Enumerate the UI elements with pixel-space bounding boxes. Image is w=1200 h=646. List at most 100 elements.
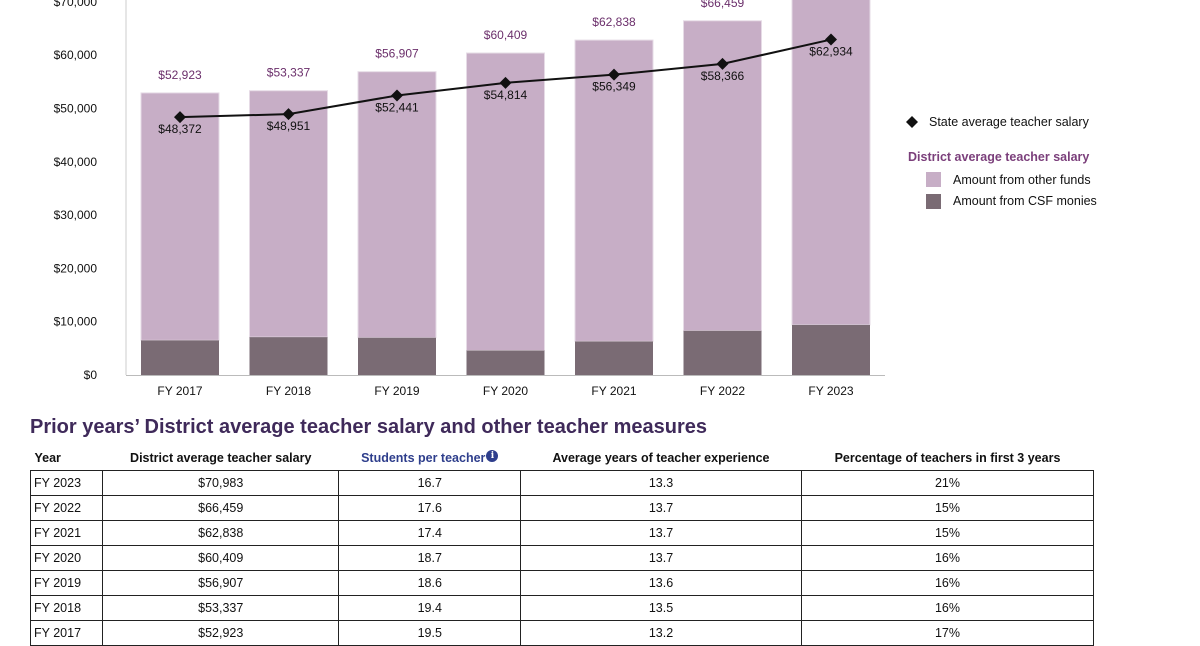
state-average-point — [716, 57, 729, 70]
cell-salary: $53,337 — [101, 595, 340, 621]
cell-students-per-teacher: 17.4 — [338, 520, 521, 546]
cell-year: FY 2019 — [30, 570, 103, 596]
legend: State average teacher salary District av… — [906, 115, 1097, 209]
cell-experience: 13.3 — [519, 470, 803, 496]
x-tick-label: FY 2017 — [157, 384, 202, 398]
legend-other-swatch — [926, 172, 941, 187]
cell-students-per-teacher: 16.7 — [338, 470, 521, 496]
state-average-point — [608, 68, 620, 81]
bar-csf-monies — [792, 324, 870, 375]
state-average-label: $58,366 — [701, 69, 745, 83]
info-icon[interactable]: i — [486, 450, 499, 462]
cell-first-3-years: 21% — [801, 470, 1094, 496]
state-average-line: $48,372 $48,951 $52,441 $54,814 $56,349 $58,3… — [158, 33, 853, 136]
bar-csf-monies — [141, 340, 219, 375]
cell-year: FY 2018 — [30, 595, 103, 621]
district-total-label: $60,409 — [484, 28, 528, 42]
bar-csf-monies — [358, 337, 436, 375]
cell-salary: $60,409 — [101, 545, 340, 571]
y-tick-label: $60,000 — [54, 48, 98, 62]
table-row: FY 2022 $66,459 17.6 13.7 15% — [30, 495, 1094, 521]
bar-other-funds — [791, 0, 871, 326]
section-title: Prior years’ District average teacher sa… — [30, 416, 708, 438]
table-header-row: Year District average teacher salary Stu… — [31, 446, 1094, 471]
cell-students-per-teacher: 18.6 — [338, 570, 521, 596]
legend-state-label: State average teacher salary — [929, 115, 1090, 129]
cell-salary: $70,983 — [101, 470, 340, 496]
bar-csf-monies — [575, 341, 653, 375]
header-year: Year — [34, 450, 61, 465]
table-row: FY 2020 $60,409 18.7 13.7 16% — [30, 545, 1094, 571]
cell-experience: 13.2 — [519, 620, 803, 646]
state-average-point — [499, 76, 512, 89]
x-tick-label: FY 2023 — [808, 384, 853, 398]
header-salary: District average teacher salary — [130, 450, 312, 465]
bar-other-funds — [574, 39, 654, 342]
cell-salary: $62,838 — [101, 520, 340, 546]
bar-csf-monies — [466, 350, 545, 375]
legend-csf-label: Amount from CSF monies — [953, 194, 1097, 208]
state-average-label: $62,934 — [809, 45, 853, 59]
cell-year: FY 2022 — [30, 495, 103, 521]
table-row: FY 2023 $70,983 16.7 13.3 21% — [30, 470, 1094, 496]
legend-other-label: Amount from other funds — [953, 173, 1091, 187]
cell-salary: $66,459 — [101, 495, 340, 521]
measures-table: Year District average teacher salary Stu… — [30, 446, 1094, 646]
y-tick-label: $0 — [84, 368, 98, 382]
y-tick-label: $50,000 — [54, 102, 98, 116]
y-tick-label: $40,000 — [54, 155, 98, 169]
cell-first-3-years: 17% — [801, 620, 1094, 646]
cell-experience: 13.7 — [519, 495, 803, 521]
y-tick-label: $70,000 — [54, 0, 98, 9]
state-average-point — [825, 33, 837, 46]
y-tick-label: $30,000 — [54, 208, 98, 222]
cell-year: FY 2017 — [30, 620, 103, 646]
bar-other-funds — [357, 71, 437, 339]
x-tick-label: FY 2022 — [700, 384, 745, 398]
y-tick-label: $10,000 — [54, 315, 98, 329]
district-labels: $52,923 $53,337 $56,907 $60,409 $62,838 $66,4… — [158, 0, 744, 82]
legend-csf-swatch — [926, 194, 941, 209]
district-total-label: $66,459 — [701, 0, 745, 10]
state-average-point — [174, 111, 186, 124]
bar-csf-monies — [683, 330, 762, 375]
x-axis: FY 2017 FY 2018 FY 2019 FY 2020 FY 2021 FY 20… — [126, 375, 885, 398]
state-average-label: $56,349 — [592, 80, 636, 94]
table-row: FY 2021 $62,838 17.4 13.7 15% — [30, 520, 1094, 546]
cell-first-3-years: 16% — [801, 595, 1094, 621]
x-tick-label: FY 2019 — [374, 384, 419, 398]
bar-csf-monies — [249, 337, 328, 375]
legend-state-marker — [906, 116, 918, 128]
state-average-label: $48,372 — [158, 122, 202, 136]
table-row: FY 2019 $56,907 18.6 13.6 16% — [30, 570, 1094, 596]
state-average-label: $54,814 — [484, 88, 528, 102]
header-first-3-years: Percentage of teachers in first 3 years — [834, 450, 1061, 465]
cell-first-3-years: 16% — [801, 570, 1094, 596]
cell-salary: $56,907 — [101, 570, 340, 596]
state-average-label: $52,441 — [375, 100, 419, 114]
header-spt-label: Students per teacher — [361, 451, 486, 465]
table-body: FY 2023 $70,983 16.7 13.3 21% FY 2022 $66,459 1… — [30, 470, 1094, 646]
cell-experience: 13.5 — [519, 595, 803, 621]
table-row: FY 2018 $53,337 19.4 13.5 16% — [30, 595, 1094, 621]
bar-other-funds — [466, 52, 545, 351]
cell-experience: 13.6 — [519, 570, 803, 596]
state-average-point — [282, 108, 295, 121]
cell-first-3-years: 15% — [801, 495, 1094, 521]
legend-district-heading: District average teacher salary — [908, 150, 1089, 164]
x-tick-label: FY 2018 — [266, 384, 311, 398]
bars — [140, 0, 871, 375]
district-total-label: $56,907 — [375, 47, 419, 61]
header-students-per-teacher: Students per teacher i — [339, 446, 521, 471]
cell-experience: 13.7 — [519, 545, 803, 571]
cell-first-3-years: 16% — [801, 545, 1094, 571]
y-axis: $0 $10,000 $20,000 $30,000 $40,000 $50,000 $60… — [54, 0, 127, 382]
district-total-label: $52,923 — [158, 68, 202, 82]
bar-other-funds — [140, 92, 220, 341]
salary-chart: $0 $10,000 $20,000 $30,000 $40,000 $50,000 $60… — [54, 0, 1097, 398]
district-total-label: $62,838 — [592, 15, 636, 29]
bar-other-funds — [683, 20, 762, 332]
table-row: FY 2017 $52,923 19.5 13.2 17% — [30, 620, 1094, 646]
cell-students-per-teacher: 18.7 — [338, 545, 521, 571]
y-tick-label: $20,000 — [54, 261, 98, 275]
